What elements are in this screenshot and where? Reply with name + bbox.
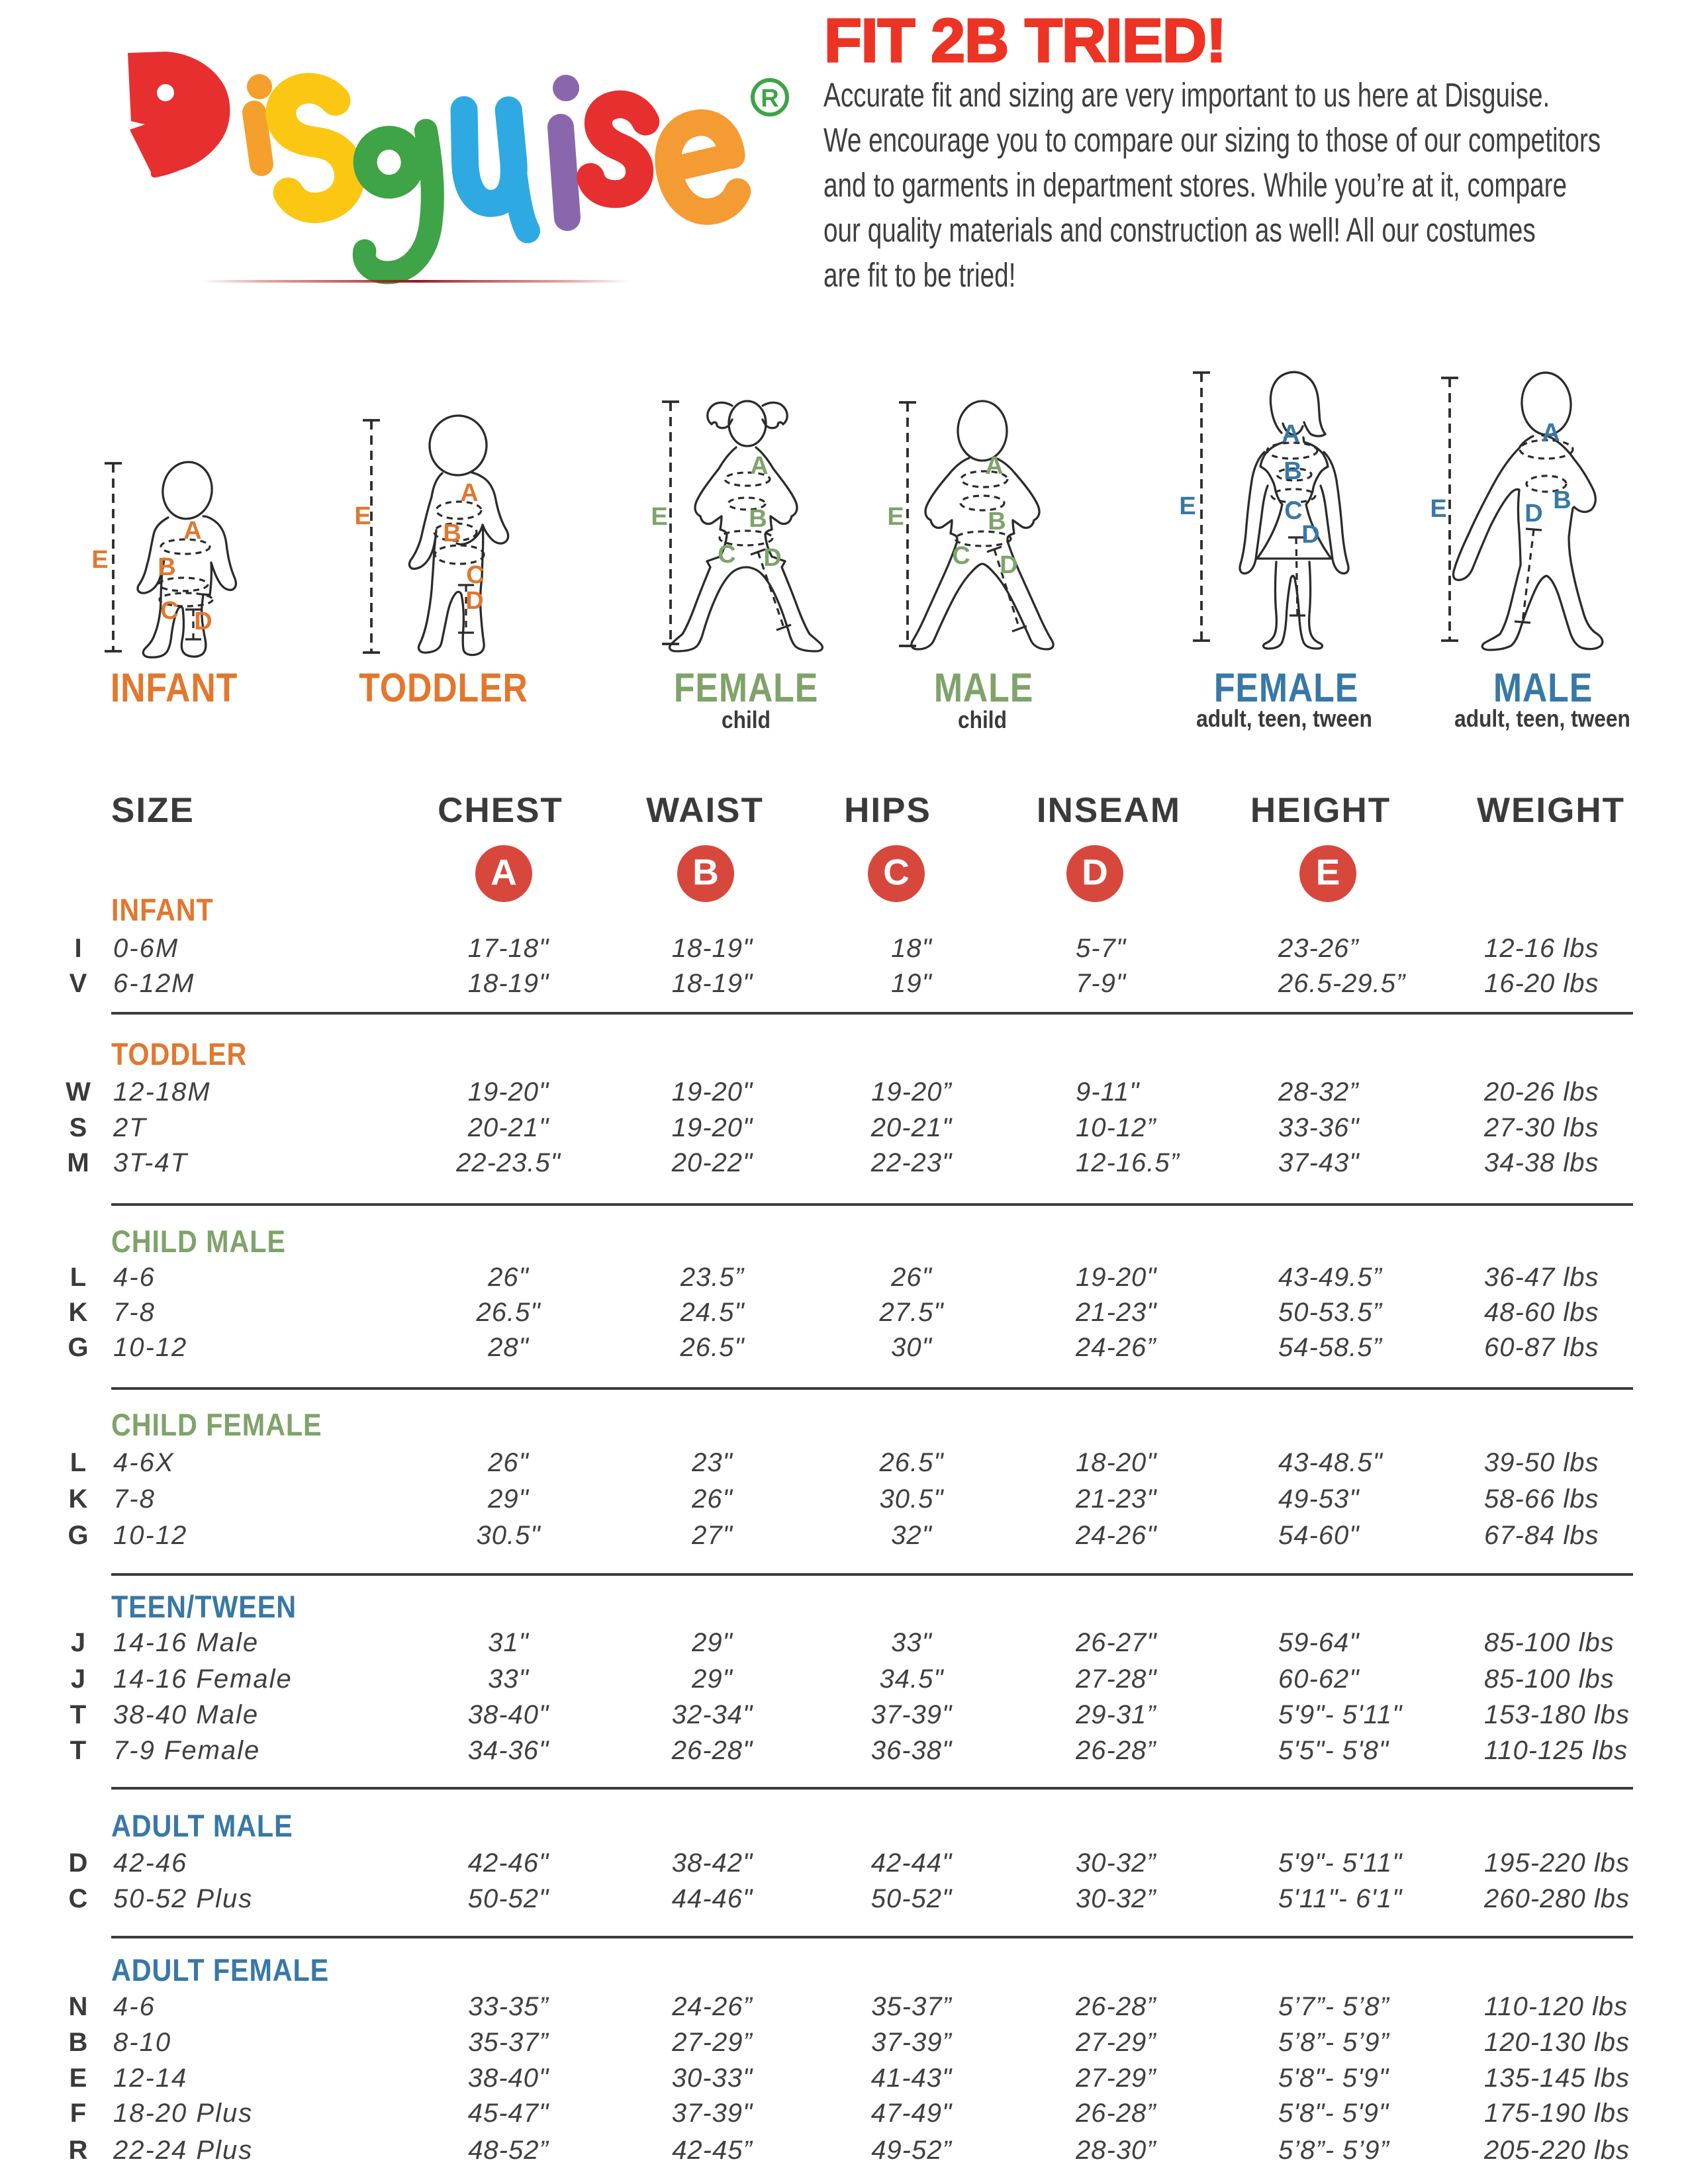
svg-text:A: A: [1542, 419, 1560, 447]
svg-text:E: E: [887, 503, 904, 531]
svg-text:C: C: [160, 597, 178, 625]
svg-text:B: B: [1284, 457, 1301, 485]
svg-text:R: R: [761, 85, 778, 113]
svg-text:A: A: [985, 452, 1003, 480]
svg-text:B: B: [988, 508, 1006, 535]
svg-text:C: C: [952, 542, 970, 570]
svg-text:D: D: [1000, 551, 1017, 579]
svg-text:D: D: [1301, 521, 1319, 549]
svg-text:C: C: [1284, 497, 1302, 525]
svg-text:B: B: [443, 520, 461, 547]
svg-text:E: E: [91, 546, 108, 574]
svg-text:B: B: [749, 505, 767, 533]
svg-text:E: E: [651, 503, 667, 531]
svg-text:E: E: [1430, 495, 1446, 523]
svg-text:B: B: [158, 553, 175, 581]
svg-text:E: E: [354, 502, 371, 530]
svg-text:A: A: [1282, 420, 1299, 448]
svg-text:A: A: [460, 479, 478, 507]
svg-text:D: D: [194, 608, 212, 635]
svg-text:B: B: [1553, 486, 1571, 514]
svg-text:C: C: [466, 561, 484, 589]
svg-text:D: D: [465, 587, 483, 615]
svg-text:A: A: [183, 517, 201, 545]
svg-text:A: A: [750, 452, 768, 480]
svg-text:C: C: [718, 541, 735, 569]
svg-text:E: E: [1179, 492, 1196, 520]
svg-text:D: D: [1524, 500, 1542, 527]
svg-text:D: D: [763, 544, 781, 572]
